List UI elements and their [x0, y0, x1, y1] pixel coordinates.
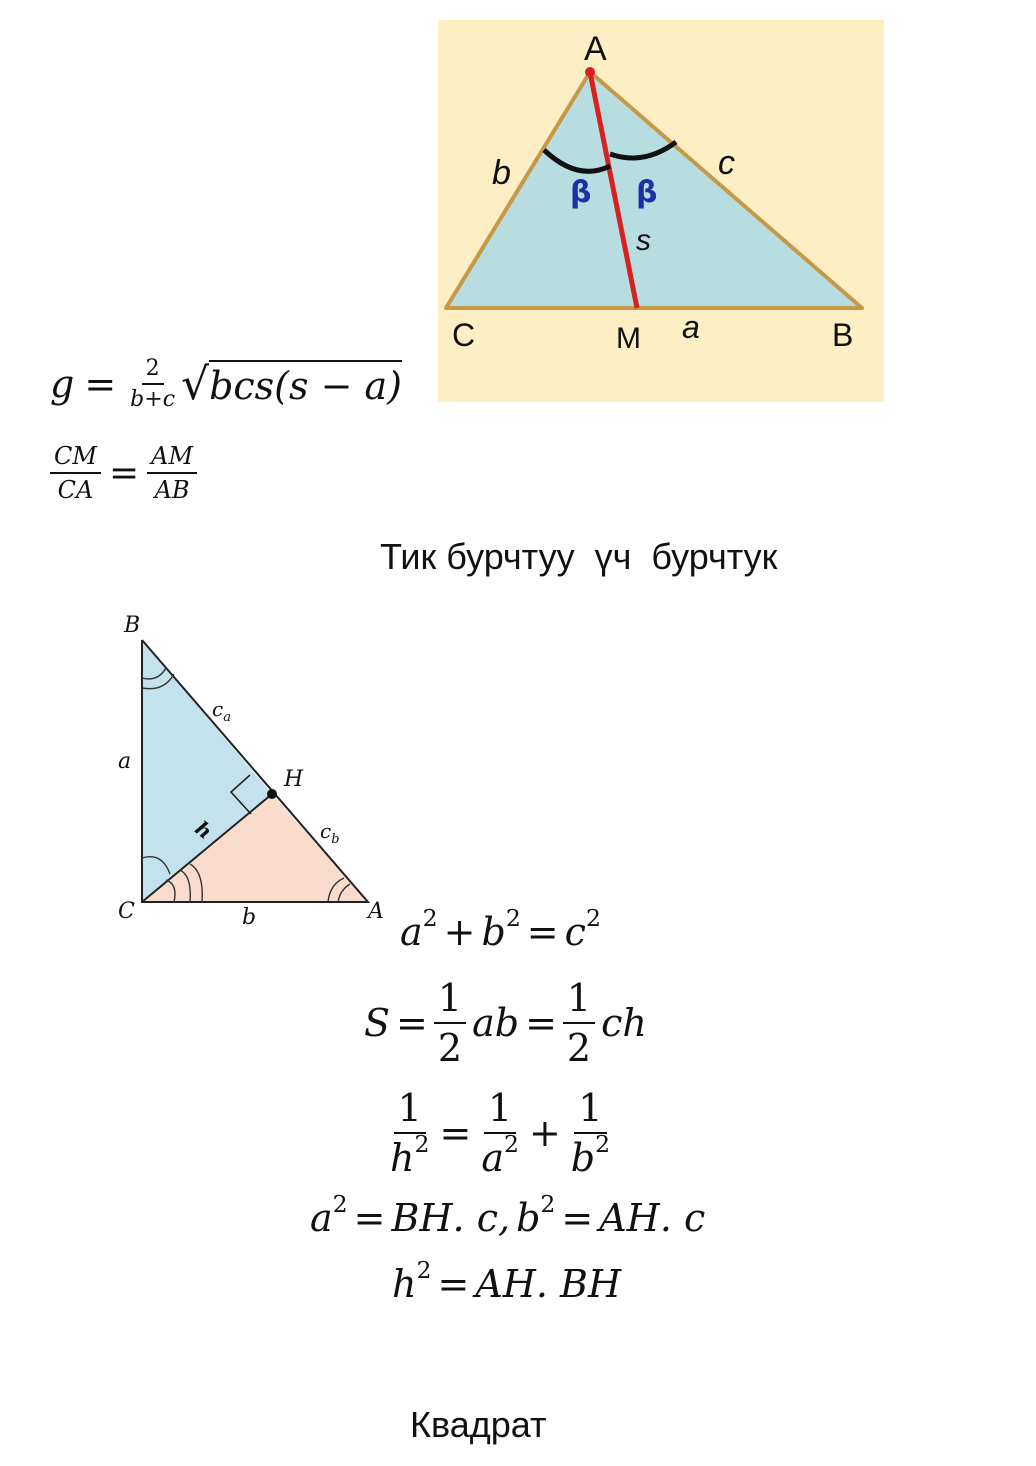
angle-arc-c-4 — [189, 863, 203, 903]
fraction-denominator: b+c — [130, 387, 176, 412]
plus-sign: + — [528, 1111, 561, 1155]
denominator-ca: CA — [57, 476, 94, 504]
triangle-abc — [444, 70, 864, 310]
triangle-outline — [141, 639, 371, 903]
fraction-one-over-h2: 1 h2 — [386, 1086, 433, 1180]
numerator-am: AM — [147, 442, 198, 474]
sqrt-sign: √ — [181, 358, 210, 410]
term-b-squared: b2 — [481, 904, 521, 954]
equals-sign: = — [353, 1196, 386, 1240]
altitude-h — [141, 793, 273, 903]
label-segment-cb: cb — [320, 819, 340, 847]
fraction-cm-ca: CM CA — [50, 442, 101, 504]
angle-arc-c-2 — [165, 879, 176, 903]
formula-pythagoras: a2 + b2 = c2 — [400, 904, 601, 954]
label-vertex-c: C — [118, 899, 135, 924]
angle-arc-left — [542, 148, 612, 174]
right-angle-mark-h — [229, 774, 252, 815]
bisector-line — [587, 71, 640, 309]
term-c-squared: c2 — [564, 904, 601, 954]
term-a-squared: a2 — [310, 1190, 348, 1240]
angle-arc-b-2 — [141, 673, 175, 690]
plus-sign: + — [443, 910, 476, 954]
fraction-2-over-bc: 2 b+c — [126, 356, 179, 412]
denominator-h2: h2 — [390, 1130, 430, 1180]
equals-sign: = — [439, 1111, 472, 1155]
label-point-h: H — [283, 767, 304, 792]
equals-sign: = — [108, 452, 140, 494]
angle-arc-right — [609, 139, 678, 161]
label-side-b: b — [492, 154, 511, 192]
label-side-a: a — [682, 309, 700, 345]
term-ah-c: AH. c — [599, 1196, 706, 1240]
vertex-a-dot — [585, 67, 595, 77]
denominator-a2: a2 — [481, 1130, 519, 1180]
sqrt-radicand: bcs(s − a) — [209, 360, 402, 408]
formula-projections: a2 = BH. c, b2 = AH. c — [310, 1190, 706, 1240]
fraction-one-over-b2: 1 b2 — [567, 1086, 614, 1180]
fraction-numerator: 2 — [141, 356, 164, 385]
formula-height-relation: 1 h2 = 1 a2 + 1 b2 — [386, 1086, 614, 1180]
numerator-one-2: 1 — [484, 1086, 517, 1134]
bisector-ratio-formula: CM CA = AM AB — [50, 442, 198, 504]
angle-arc-c-1 — [141, 856, 171, 875]
label-vertex-a: A — [584, 30, 607, 68]
point-h-dot — [267, 789, 277, 799]
label-side-b: b — [242, 905, 256, 930]
angle-arc-c-3 — [179, 869, 191, 903]
equals-sign: = — [84, 362, 117, 406]
term-ah-bh: AH. BH — [475, 1262, 622, 1306]
numerator-cm: CM — [50, 442, 101, 474]
heading-square: Квадрат — [410, 1404, 547, 1445]
numerator-one-2: 1 — [562, 976, 596, 1024]
numerator-one-3: 1 — [574, 1086, 607, 1134]
equals-sign-2: = — [561, 1196, 594, 1240]
label-angle-beta-right: β — [636, 175, 657, 210]
triangle-bch — [142, 640, 272, 902]
angle-arc-a — [327, 877, 345, 903]
denominator-two-2: 2 — [566, 1026, 592, 1070]
right-triangle-figure: B C A H a b h ca cb — [118, 613, 384, 930]
numerator-one: 1 — [433, 976, 467, 1024]
equals-sign-2: = — [525, 1001, 557, 1045]
denominator-b2: b2 — [570, 1130, 611, 1180]
bisector-length-formula: g = 2 b+c √ bcs(s − a) — [50, 356, 402, 412]
angle-arc-b-1 — [141, 667, 167, 680]
label-vertex-c: C — [452, 317, 475, 353]
label-vertex-a: A — [366, 899, 384, 924]
angle-arc-a-2 — [337, 883, 351, 903]
label-angle-beta-left: β — [570, 175, 591, 210]
equals-sign: = — [396, 1001, 428, 1045]
numerator-one: 1 — [393, 1086, 426, 1134]
label-vertex-b: B — [832, 317, 853, 353]
label-segment-ca: ca — [212, 697, 231, 725]
fraction-am-ab: AM AB — [147, 442, 198, 504]
term-bh-c: BH. c, — [391, 1196, 511, 1240]
area-symbol-s: S — [364, 1001, 391, 1045]
term-b-squared: b2 — [516, 1190, 556, 1240]
formula-height-squared: h2 = AH. BH — [392, 1256, 622, 1306]
formula-lhs-g: g — [50, 362, 75, 406]
equals-sign: = — [526, 910, 559, 954]
term-a-squared: a2 — [400, 904, 438, 954]
denominator-ab: AB — [154, 476, 190, 504]
label-point-m: M — [616, 322, 641, 355]
fraction-one-over-a2: 1 a2 — [477, 1086, 523, 1180]
denominator-two: 2 — [437, 1026, 463, 1070]
term-h-squared: h2 — [392, 1256, 432, 1306]
label-side-c: c — [718, 144, 735, 182]
label-segment-s: s — [636, 224, 651, 257]
heading-right-triangle: Тик бурчтуу үч бурчтук — [380, 536, 778, 577]
label-vertex-b: B — [123, 613, 140, 638]
bisector-triangle-figure: A C B M a b c s β β — [438, 20, 884, 402]
label-side-a: a — [118, 749, 131, 774]
term-ch: ch — [601, 1001, 647, 1045]
equals-sign: = — [437, 1262, 470, 1306]
term-ab: ab — [472, 1001, 520, 1045]
